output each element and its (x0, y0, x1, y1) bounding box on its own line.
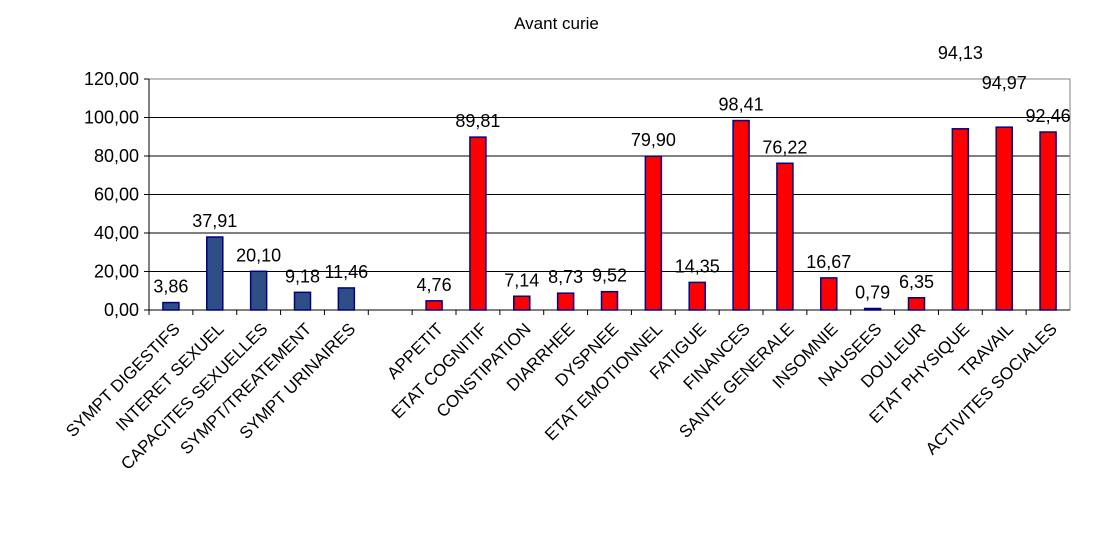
data-label: 92,46 (1026, 106, 1071, 126)
bar (293, 291, 312, 311)
data-label: 8,73 (548, 267, 583, 287)
bar (600, 290, 619, 311)
data-label: 7,14 (504, 270, 539, 290)
data-label: 9,52 (592, 266, 627, 286)
chart-title: Avant curie (514, 14, 599, 33)
bar (249, 270, 268, 311)
y-tick-label: 80,00 (94, 146, 139, 166)
data-label: 98,41 (719, 95, 764, 115)
data-label: 0,79 (855, 282, 890, 302)
bar (337, 287, 356, 311)
bar (995, 126, 1013, 311)
data-label: 76,22 (762, 137, 807, 157)
data-label: 14,35 (675, 256, 720, 276)
bar (469, 136, 487, 311)
y-tick-label: 100,00 (84, 108, 139, 128)
bar (951, 128, 970, 311)
data-label: 3,86 (153, 277, 188, 297)
y-tick-label: 120,00 (84, 69, 139, 89)
data-label: 37,91 (192, 211, 237, 231)
y-tick-label: 40,00 (94, 223, 139, 243)
bar (907, 297, 926, 311)
data-label: 94,13 (938, 43, 983, 63)
bar (863, 307, 882, 311)
gridlines (149, 78, 1070, 272)
bar (644, 155, 663, 311)
bar (776, 162, 794, 311)
bar (1039, 131, 1057, 311)
data-label: 16,67 (806, 252, 851, 272)
bar (206, 236, 224, 311)
data-label: 11,46 (324, 262, 368, 282)
bars (162, 119, 1057, 311)
bar (556, 292, 575, 311)
bar (513, 295, 531, 311)
data-label: 94,97 (982, 73, 1027, 93)
data-label: 4,76 (417, 275, 452, 295)
data-label: 6,35 (899, 272, 934, 292)
data-label: 20,10 (236, 245, 281, 265)
bar (162, 301, 180, 311)
y-tick-label: 20,00 (94, 262, 139, 282)
data-label: 89,81 (455, 111, 500, 131)
y-tick-label: 0,00 (104, 300, 139, 320)
data-label: 79,90 (631, 130, 676, 150)
data-labels: 3,86 37,91 20,109,18 11,46 4,76 89,81 7,14 8,73… (153, 43, 1070, 303)
data-label: 9,18 (285, 266, 320, 286)
bar (820, 277, 838, 311)
bar (732, 119, 750, 311)
y-tick-label: 60,00 (94, 185, 139, 205)
bar (425, 300, 443, 311)
bar (688, 281, 706, 311)
